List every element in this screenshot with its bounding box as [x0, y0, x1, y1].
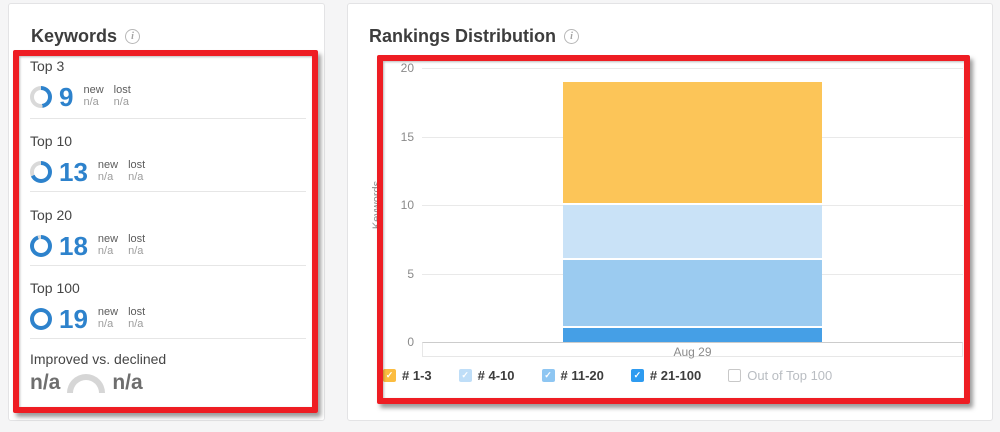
keywords-header: Keywords i [31, 26, 141, 47]
legend-item[interactable]: ✓ # 4-10 [458, 368, 515, 383]
new-lost-block: new n/a lost n/a [98, 306, 145, 330]
keyword-section-label: Top 10 [30, 133, 73, 149]
legend-label: # 11-20 [560, 368, 604, 383]
declined-value: n/a [112, 371, 143, 394]
new-label: new [97, 233, 119, 245]
keyword-count: 9 [59, 82, 74, 112]
keyword-section-label: Top 100 [30, 280, 80, 296]
lost-label: lost [113, 84, 131, 96]
donut-gauge-icon [30, 86, 52, 108]
keyword-section-row: 13 new n/a lost n/a [30, 159, 145, 185]
keyword-section-row: 9 new n/a lost n/a [30, 84, 131, 110]
x-axis-strip [422, 342, 963, 357]
improved-value: n/a [30, 371, 61, 394]
y-tick-label: 10 [400, 198, 414, 212]
chart-legend: ✓ # 1-3 ✓ # 4-10 ✓ # 11-20 ✓ # 21-100 Out of Top… [383, 368, 832, 383]
new-lost-block: new n/a lost n/a [98, 159, 145, 183]
bar-segment-21-100[interactable] [563, 328, 822, 342]
section-divider [30, 118, 306, 119]
y-axis-label: Keywords [371, 180, 383, 230]
lost-label: lost [128, 159, 146, 171]
keyword-count: 19 [59, 304, 88, 334]
keyword-count: 13 [59, 157, 88, 187]
donut-gauge-icon [30, 308, 52, 330]
keyword-section-label: Top 3 [30, 58, 65, 74]
lost-value: n/a [128, 245, 144, 257]
bar-segment-1-3[interactable] [563, 81, 822, 205]
legend-label: Out of Top 100 [747, 368, 833, 383]
legend-item[interactable]: ✓ # 1-3 [383, 368, 432, 383]
legend-label: # 1-3 [402, 368, 432, 383]
keyword-section-row: 19 new n/a lost n/a [30, 306, 145, 332]
new-value: n/a [97, 245, 114, 257]
lost-value: n/a [128, 318, 144, 330]
legend-item[interactable]: Out of Top 100 [728, 368, 832, 383]
y-tick-label: 20 [400, 61, 414, 75]
info-icon[interactable]: i [125, 29, 141, 44]
bar-segment-11-20[interactable] [563, 259, 822, 329]
new-lost-block: new n/a lost n/a [83, 84, 130, 108]
legend-checkbox-icon[interactable] [728, 369, 742, 382]
y-tick-label: 5 [407, 266, 414, 281]
rankings-header: Rankings Distribution i [369, 26, 580, 47]
keyword-section-label: Top 20 [30, 207, 73, 223]
section-divider [30, 338, 306, 339]
donut-gauge-icon [30, 161, 52, 183]
rankings-title: Rankings Distribution [369, 26, 557, 46]
x-axis-category: Aug 29 [673, 345, 712, 359]
donut-gauge-icon [30, 235, 52, 257]
new-value: n/a [83, 96, 99, 108]
section-divider [30, 191, 306, 192]
legend-item[interactable]: ✓ # 11-20 [541, 368, 604, 383]
lost-value: n/a [128, 171, 144, 183]
new-label: new [97, 159, 119, 171]
new-label: new [97, 306, 119, 318]
legend-label: # 4-10 [477, 368, 515, 383]
lost-label: lost [128, 233, 146, 245]
lost-value: n/a [113, 96, 129, 108]
legend-checkbox-icon[interactable]: ✓ [383, 369, 396, 382]
keyword-count: 18 [59, 231, 88, 261]
y-tick-label: 0 [407, 335, 414, 349]
keywords-title: Keywords [31, 26, 118, 46]
section-divider [30, 265, 306, 266]
legend-checkbox-icon[interactable]: ✓ [630, 369, 644, 382]
improved-vs-declined-label: Improved vs. declined [30, 351, 167, 367]
stacked-bar[interactable] [563, 81, 822, 342]
lost-label: lost [128, 306, 146, 318]
legend-label: # 21-100 [649, 368, 702, 383]
new-lost-block: new n/a lost n/a [98, 233, 145, 257]
new-value: n/a [97, 318, 114, 330]
legend-item[interactable]: ✓ # 21-100 [630, 368, 702, 383]
new-label: new [83, 84, 104, 96]
legend-checkbox-icon[interactable]: ✓ [458, 369, 472, 382]
improved-vs-declined-row: n/a n/a [30, 371, 143, 394]
legend-checkbox-icon[interactable]: ✓ [541, 369, 555, 382]
y-tick-label: 15 [400, 129, 414, 144]
bar-segment-4-10[interactable] [563, 204, 822, 260]
gridline [422, 68, 963, 69]
keyword-section-row: 18 new n/a lost n/a [30, 233, 145, 259]
new-value: n/a [97, 171, 114, 183]
keywords-card: Keywords i [8, 3, 325, 421]
info-icon[interactable]: i [564, 29, 580, 44]
semicircle-gauge-icon [67, 374, 106, 394]
